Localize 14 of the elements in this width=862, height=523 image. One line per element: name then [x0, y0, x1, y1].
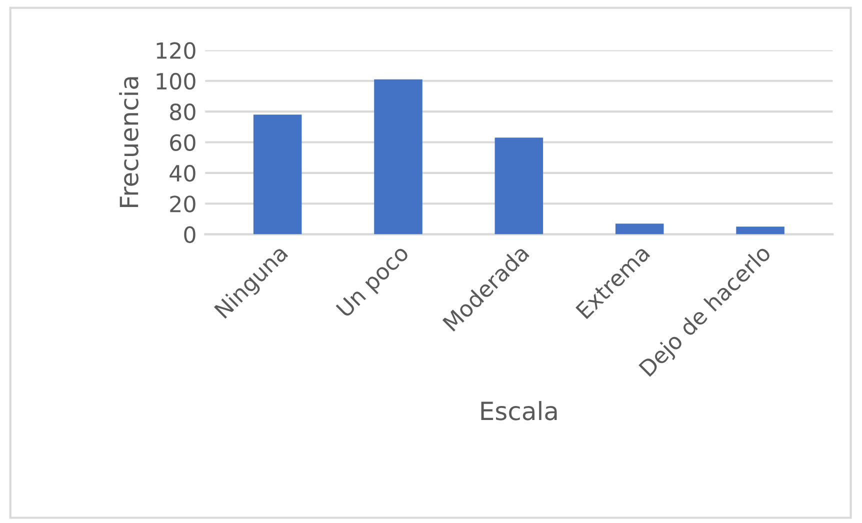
- y-tick-label: 40: [170, 164, 196, 182]
- y-tick-label: 20: [170, 196, 196, 212]
- y-tick-label: 60: [170, 134, 196, 152]
- bar: [615, 224, 664, 234]
- y-tick-label: 0: [184, 226, 196, 244]
- x-axis-title: Escala: [481, 401, 557, 420]
- bar: [374, 79, 422, 234]
- y-tick-label: 100: [156, 72, 196, 90]
- y-tick-label: 80: [170, 104, 196, 120]
- bar: [494, 138, 544, 234]
- bar: [736, 226, 784, 234]
- y-axis-title: Frecuencia: [119, 77, 138, 208]
- bar: [253, 114, 302, 234]
- y-tick-label: 120: [156, 42, 196, 59]
